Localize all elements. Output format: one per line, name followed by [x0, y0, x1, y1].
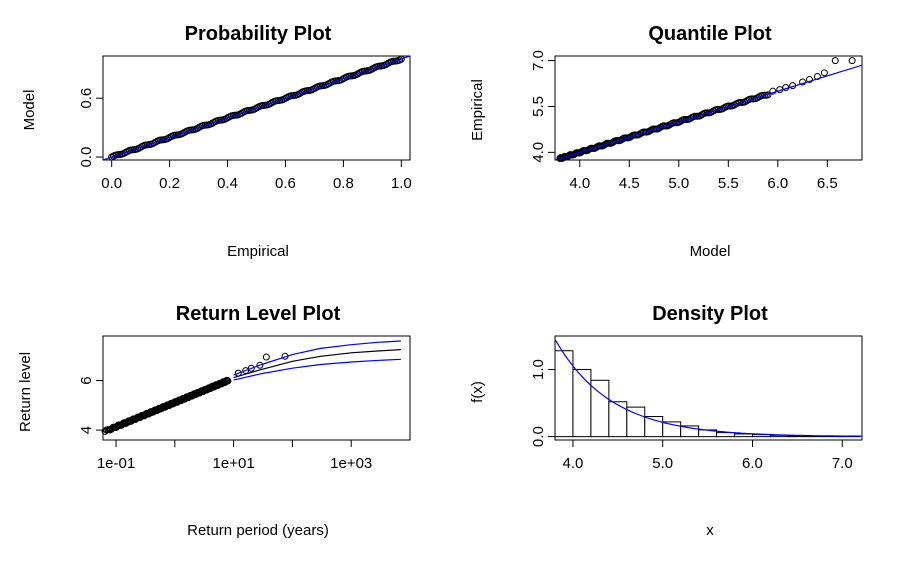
- probability-plot-reference-line: [103, 56, 410, 160]
- probability-plot-ylabel: Model: [21, 90, 38, 131]
- return-level-plot-lower-ci-line: [233, 358, 401, 381]
- probability-plot-xtick-label: 1.0: [391, 175, 412, 192]
- quantile-plot-point: [806, 76, 814, 84]
- density-plot-bar: [608, 401, 628, 438]
- quantile-plot-point: [848, 57, 856, 65]
- density-plot-bar: [626, 406, 646, 438]
- return-level-plot-point: [224, 377, 232, 385]
- density-plot-marks: 4.0 5.0 6.0 7.0 0.0 1.0: [530, 339, 862, 472]
- quantile-plot-xtick-label: 6.5: [817, 175, 838, 192]
- return-level-plot-xtick-label: 1e+03: [330, 455, 372, 472]
- quantile-plot-xtick-label: 4.0: [569, 175, 590, 192]
- density-plot-xtick-label: 7.0: [832, 455, 853, 472]
- density-plot-xlabel: x: [706, 522, 714, 539]
- quantile-plot-xtick-label: 4.5: [619, 175, 640, 192]
- return-level-plot-ytick-label: 4: [78, 426, 95, 434]
- quantile-plot-ytick-label: 5.5: [530, 96, 547, 117]
- return-level-plot-estimate-line: [233, 349, 401, 379]
- quantile-plot-marks: 4.0 4.5 5.0 5.5 6.0 6.5 4.0 5.5 7.0: [530, 50, 862, 192]
- density-plot-title: Density Plot: [652, 303, 768, 325]
- return-level-plot-ytick-label: 6: [78, 376, 95, 384]
- density-plot-xtick-label: 6.0: [742, 455, 763, 472]
- quantile-plot-title: Quantile Plot: [648, 23, 772, 45]
- quantile-plot: Quantile Plot Model Empirical 4.0 4.5 5.0 5…: [469, 23, 863, 260]
- return-level-plot-ylabel: Return level: [17, 352, 34, 432]
- return-level-plot-point: [247, 364, 255, 372]
- return-level-plot-point: [262, 353, 270, 361]
- probability-plot-frame: [102, 55, 411, 161]
- quantile-plot-xlabel: Model: [690, 243, 731, 260]
- density-plot-ylabel: f(x): [469, 381, 486, 403]
- density-plot-ytick-label: 1.0: [530, 359, 547, 380]
- return-level-plot-xtick-label: 1e+01: [213, 455, 255, 472]
- quantile-plot-point: [820, 69, 828, 77]
- density-plot-xtick-label: 5.0: [652, 455, 673, 472]
- density-plot-bar: [590, 379, 610, 438]
- quantile-plot-point: [699, 110, 707, 118]
- probability-plot-xlabel: Empirical: [227, 243, 289, 260]
- probability-plot-ytick-label: 0.0: [78, 147, 95, 168]
- density-plot-bar: [716, 432, 736, 438]
- quantile-plot-xtick-label: 6.0: [767, 175, 788, 192]
- return-level-plot-title: Return Level Plot: [176, 303, 341, 325]
- probability-plot-point: [397, 55, 405, 63]
- return-level-plot-point: [256, 361, 264, 369]
- return-level-plot-frame: [102, 335, 411, 441]
- return-level-plot-upper-ci-line: [233, 340, 401, 376]
- quantile-plot-point: [831, 57, 839, 65]
- quantile-plot-ytick-label: 4.0: [530, 142, 547, 163]
- quantile-plot-frame: [554, 55, 863, 161]
- probability-plot-title: Probability Plot: [185, 23, 332, 45]
- probability-plot-xtick-label: 0.0: [101, 175, 122, 192]
- quantile-plot-reference-line: [555, 64, 862, 160]
- return-level-plot-xtick-label: 1e-01: [97, 455, 135, 472]
- probability-plot-ytick-label: 0.6: [78, 88, 95, 109]
- density-plot-curve: [555, 339, 862, 437]
- density-plot-ytick-label: 0.0: [530, 426, 547, 447]
- return-level-plot: Return Level Plot Return period (years) …: [17, 303, 411, 539]
- quantile-plot-ytick-label: 7.0: [530, 50, 547, 71]
- probability-plot-xtick-label: 0.2: [159, 175, 180, 192]
- return-level-plot-xlabel: Return period (years): [187, 522, 329, 539]
- density-plot-xtick-label: 4.0: [563, 455, 584, 472]
- density-plot: Density Plot x f(x) 4.0 5.0 6.0 7.0 0.0 1.0: [469, 303, 863, 539]
- quantile-plot-xtick-label: 5.0: [668, 175, 689, 192]
- quantile-plot-xtick-label: 5.5: [718, 175, 739, 192]
- probability-plot: Probability Plot Empirical Model 0.0 0.2 0…: [21, 23, 412, 260]
- density-plot-bar: [554, 350, 574, 438]
- probability-plot-marks: 0.0 0.2 0.4 0.6 0.8 1.0 0.0 0.6: [78, 55, 412, 192]
- density-plot-bar: [572, 369, 592, 438]
- probability-plot-xtick-label: 0.4: [217, 175, 238, 192]
- return-level-plot-marks: 1e-01 1e+01 1e+03 4 6: [78, 340, 401, 472]
- density-plot-bar: [734, 433, 753, 438]
- quantile-plot-ylabel: Empirical: [469, 79, 486, 141]
- probability-plot-xtick-label: 0.6: [275, 175, 296, 192]
- probability-plot-xtick-label: 0.8: [333, 175, 354, 192]
